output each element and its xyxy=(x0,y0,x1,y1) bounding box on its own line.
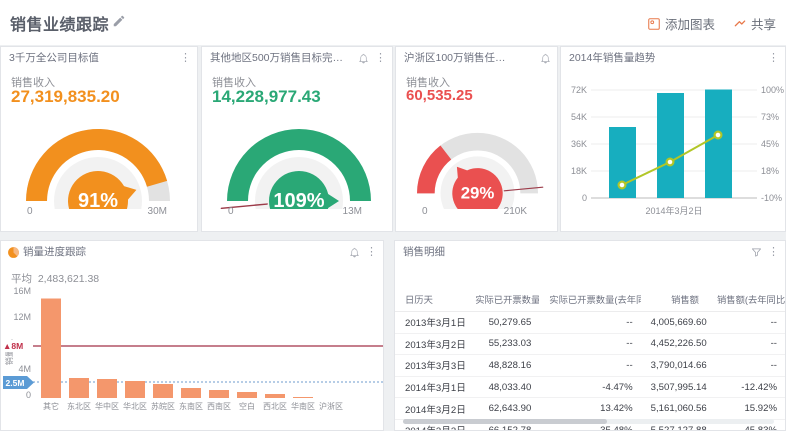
svg-text:华北区: 华北区 xyxy=(123,401,147,411)
svg-text:东北区: 东北区 xyxy=(67,401,91,411)
svg-text:东南区: 东南区 xyxy=(179,401,203,411)
svg-text:36K: 36K xyxy=(571,139,587,149)
svg-text:0: 0 xyxy=(26,390,31,400)
svg-text:4M: 4M xyxy=(18,364,31,374)
svg-text:2014年3月2日: 2014年3月2日 xyxy=(645,205,702,216)
svg-text:100%: 100% xyxy=(761,85,784,95)
svg-text:其它: 其它 xyxy=(43,401,59,411)
svg-text:西南区: 西南区 xyxy=(207,401,231,411)
svg-text:18K: 18K xyxy=(571,166,587,176)
svg-text:12M: 12M xyxy=(13,312,31,322)
svg-text:29%: 29% xyxy=(461,183,495,202)
svg-text:华南区: 华南区 xyxy=(291,401,315,411)
svg-text:2.5M: 2.5M xyxy=(6,378,25,388)
svg-text:45%: 45% xyxy=(761,139,779,149)
svg-text:16M: 16M xyxy=(13,287,31,296)
svg-text:91%: 91% xyxy=(78,190,118,209)
svg-text:-10%: -10% xyxy=(761,193,782,203)
svg-text:华中区: 华中区 xyxy=(95,401,119,411)
svg-text:109%: 109% xyxy=(273,190,324,209)
svg-text:72K: 72K xyxy=(571,85,587,95)
svg-text:苏皖区: 苏皖区 xyxy=(151,401,175,411)
svg-text:18%: 18% xyxy=(761,166,779,176)
svg-text:西北区: 西北区 xyxy=(263,402,287,411)
svg-text:▲8M: ▲8M xyxy=(3,341,23,351)
svg-text:54K: 54K xyxy=(571,112,587,122)
svg-text:73%: 73% xyxy=(761,112,779,122)
svg-text:空白: 空白 xyxy=(239,401,255,411)
svg-text:沪浙区: 沪浙区 xyxy=(319,401,343,411)
svg-text:0: 0 xyxy=(582,193,587,203)
